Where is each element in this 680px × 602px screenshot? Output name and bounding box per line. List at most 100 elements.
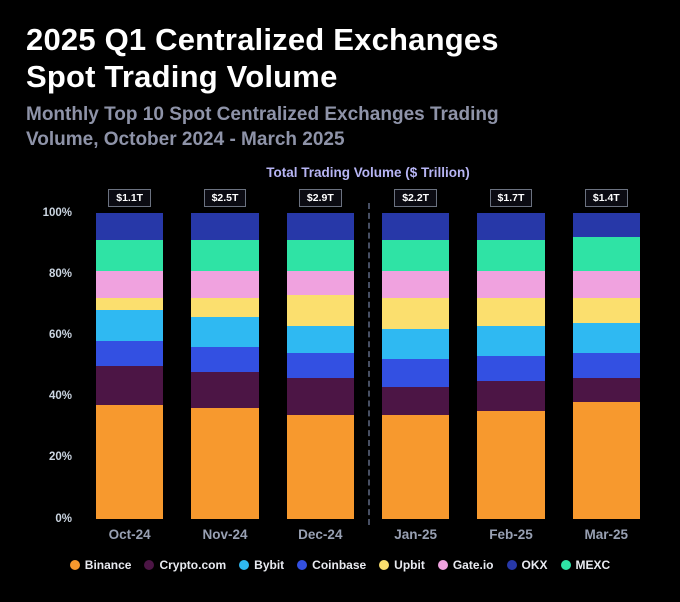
bars-area [82,202,654,525]
legend-swatch-icon [437,559,448,570]
total-label: $2.2T [394,188,438,207]
legend-item-MEXC: MEXC [560,557,611,572]
legend-item-Coinbase: Coinbase [297,558,366,572]
total-label: $2.5T [203,188,247,207]
bar-segment-Upbit [96,298,164,311]
x-label-Oct-24: Oct-24 [108,526,151,542]
bar-stack [286,212,354,519]
x-label-Feb-25: Feb-25 [489,526,533,542]
totals-cells: $1.1T $2.5T $2.9T $2.2T $1.7T $1.4T [82,188,654,207]
x-label-Jan-25: Jan-25 [394,526,438,542]
legend-label: MEXC [575,557,611,572]
bar-column-Mar-25 [559,212,654,519]
bar-column-Nov-24 [177,212,272,519]
y-tick: 80% [48,267,72,280]
bar-segment-MEXC [381,240,450,271]
y-tick: 0% [55,512,72,525]
bar-segment-Crypto.com [96,365,164,406]
axis-spacer [26,527,82,542]
bar-segment-MEXC [572,237,640,271]
bar-segment-OKX [96,212,164,241]
bar-segment-Upbit [477,298,545,326]
bar-segment-Binance [286,414,354,519]
bar-segment-Gate.io [286,270,354,296]
bar-segment-Bybit [477,325,545,357]
bar-segment-OKX [381,212,450,241]
legend-label: Bybit [254,557,285,572]
bar-segment-Bybit [381,328,450,360]
bar-segment-Coinbase [477,356,545,381]
y-axis: 100% 80% 60% 40% 20% 0% [26,207,82,525]
page-subtitle: Monthly Top 10 Spot Centralized Exchange… [26,103,654,152]
page-subtitle-line1: Monthly Top 10 Spot Centralized Exchange… [26,104,499,126]
page-subtitle-line2: Volume, October 2024 - March 2025 [26,128,345,150]
legend-label: OKX [521,557,548,572]
legend-label: Gate.io [452,557,494,572]
bar-segment-Binance [381,414,450,519]
total-cell-Dec-24: $2.9T [273,188,368,207]
total-cell-Feb-25: $1.7T [463,188,558,207]
legend-item-OKX: OKX [506,557,548,572]
page-title: 2025 Q1 Centralized Exchanges Spot Tradi… [26,22,654,95]
bar-column-Dec-24 [273,212,368,519]
bar-segment-Coinbase [286,353,354,378]
bar-segment-Bybit [286,325,354,354]
total-cell-Jan-25: $2.2T [368,188,463,207]
legend: Binance Crypto.com Bybit Coinbase Upbit Gate.… [26,558,654,572]
bar-segment-OKX [477,212,545,241]
bar-segment-Crypto.com [477,380,545,412]
legend-item-Binance: Binance [69,557,132,572]
bar-segment-Crypto.com [572,377,640,403]
bar-segment-Upbit [286,295,354,326]
plot-area: 100% 80% 60% 40% 20% 0% [26,202,654,525]
legend-swatch-icon [297,559,308,570]
y-tick: 20% [48,451,72,464]
total-cell-Nov-24: $2.5T [177,188,272,207]
bar-segment-Bybit [572,322,640,354]
bar-segment-Gate.io [191,270,259,299]
total-cell-Oct-24: $1.1T [82,188,177,207]
bar-segment-Gate.io [477,270,545,299]
bar-segment-Binance [572,402,640,519]
x-labels: Oct-24 Nov-24 Dec-24 Jan-25 Feb-25 Mar-25 [82,527,654,542]
bar-segment-Binance [96,405,164,519]
bar-stack [572,212,640,519]
x-label-Nov-24: Nov-24 [202,526,248,542]
bar-stack [381,212,450,519]
totals-row: $1.1T $2.5T $2.9T $2.2T $1.7T $1.4T [26,188,654,207]
bar-stack [191,212,259,519]
bar-segment-Bybit [96,310,164,342]
bar-stack [477,212,545,519]
bar-segment-Upbit [572,298,640,323]
bar-segment-Bybit [191,316,259,348]
bar-segment-Coinbase [191,347,259,372]
bar-segment-MEXC [191,240,259,271]
bar-stack [96,212,164,519]
y-tick: 40% [48,390,72,403]
legend-swatch-icon [69,559,80,570]
bar-segment-Crypto.com [286,377,354,415]
total-cell-Mar-25: $1.4T [559,188,654,207]
bar-segment-Gate.io [381,270,450,299]
bar-segment-Binance [191,408,259,519]
bar-column-Feb-25 [463,212,558,519]
bar-segment-Crypto.com [381,386,450,415]
bar-segment-OKX [191,212,259,241]
bar-segment-Coinbase [572,353,640,378]
legend-swatch-icon [379,559,390,570]
bar-segment-MEXC [96,240,164,271]
y-tick: 60% [48,328,72,341]
axis-spacer [26,188,82,207]
legend-item-Upbit: Upbit [379,558,425,572]
y-tick: 100% [42,206,72,219]
bar-segment-Binance [477,411,545,519]
bar-segment-OKX [286,212,354,241]
legend-label: Binance [84,557,132,572]
bar-segment-OKX [572,212,640,238]
legend-swatch-icon [560,559,571,570]
legend-label: Coinbase [312,557,367,572]
x-label-Dec-24: Dec-24 [298,526,343,542]
page-title-line2: Spot Trading Volume [26,58,338,94]
page-title-line1: 2025 Q1 Centralized Exchanges [26,22,499,57]
